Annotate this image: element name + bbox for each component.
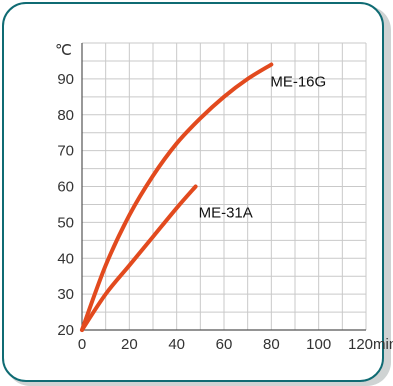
x-tick-label: 20 [121, 336, 138, 353]
series [80, 62, 274, 332]
x-tick-label: 0 [78, 336, 86, 353]
y-tick-label: 60 [57, 179, 74, 196]
x-tick-label: 60 [216, 336, 233, 353]
x-tick-label: 100 [306, 336, 331, 353]
y-tick-label: 80 [57, 107, 74, 124]
axes [81, 43, 366, 331]
series-label-me-16g: ME-16G [270, 74, 326, 91]
x-tick-label: 80 [263, 336, 280, 353]
x-tick-label: 120min [348, 336, 393, 353]
y-tick-label: 90 [57, 71, 74, 88]
y-tick-label: 50 [57, 214, 74, 231]
y-tick-label: 20 [57, 322, 74, 339]
series-line-me-16g [80, 62, 274, 332]
y-tick-label: 40 [57, 250, 74, 267]
y-tick-label: 30 [57, 286, 74, 303]
x-tick-label: 40 [168, 336, 185, 353]
y-tick-label: 70 [57, 143, 74, 160]
grid [82, 42, 367, 330]
y-axis-unit: ℃ [55, 42, 72, 59]
series-line-me-31a [80, 184, 198, 332]
series-label-me-31a: ME-31A [199, 205, 253, 222]
